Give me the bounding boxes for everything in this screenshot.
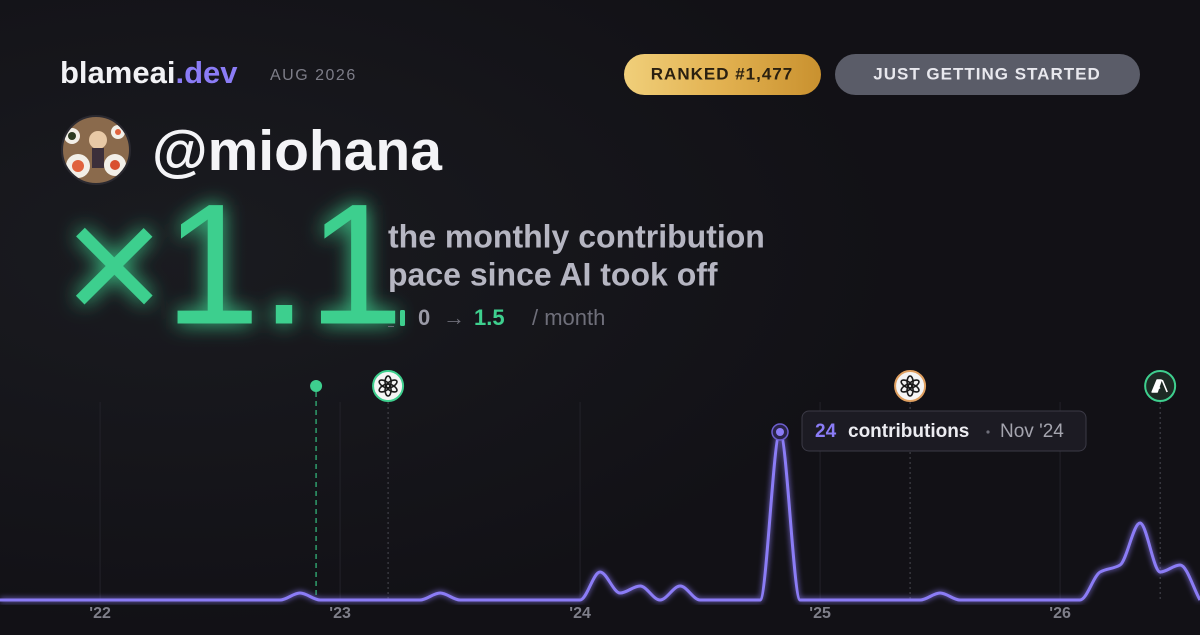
unit: / month — [532, 305, 605, 330]
tooltip-label: contributions — [848, 421, 969, 442]
event-marker — [894, 370, 927, 600]
event-icon-bg — [894, 370, 927, 402]
status-badge-text: JUST GETTING STARTED — [873, 64, 1100, 83]
event-marker — [372, 370, 405, 600]
event-icon-bg — [1144, 370, 1177, 402]
brand-suffix: .dev — [175, 55, 238, 90]
handle: @miohana — [152, 119, 443, 183]
multiplier: ×1.1 — [64, 168, 404, 360]
rank-badge-text: RANKED #1,477 — [651, 64, 793, 83]
event-marker — [1144, 370, 1177, 600]
highlight-point — [776, 428, 784, 436]
x-tick-label: '23 — [329, 605, 351, 622]
brand-name: blameai — [60, 55, 175, 90]
contribution-line — [0, 430, 1200, 602]
avatar-ring — [61, 115, 131, 185]
mini-bars — [400, 310, 405, 326]
after-value: 1.5 — [474, 305, 505, 330]
tooltip-value: 24 — [815, 421, 837, 442]
arrow: → — [443, 305, 465, 330]
description-line: pace since AI took off — [388, 256, 718, 292]
avatar — [62, 116, 130, 184]
anthropic-logo — [1151, 379, 1168, 393]
event-icon-bg — [372, 370, 405, 402]
before-value: 0 — [418, 305, 430, 330]
x-tick-label: '22 — [89, 605, 111, 622]
tooltip: 24 contributions Nov '24 — [801, 410, 1087, 452]
x-tick-label: '25 — [809, 605, 831, 622]
after-bar — [400, 310, 405, 326]
tooltip-date: Nov '24 — [1000, 421, 1064, 442]
event-marker — [310, 380, 323, 600]
event-dot — [310, 380, 323, 392]
description-line: the monthly contribution — [388, 218, 765, 254]
chart: '22 '23 '24 '25 '26 — [0, 370, 1200, 622]
status-badge — [835, 54, 1140, 95]
openai-petal — [378, 379, 391, 389]
x-tick-label: '24 — [569, 605, 591, 622]
rank-badge — [624, 54, 821, 95]
tooltip-box — [801, 410, 1087, 452]
separator — [986, 430, 990, 434]
brand: blameai.dev — [60, 55, 238, 90]
openai-petal — [900, 379, 913, 389]
date: AUG 2026 — [270, 67, 357, 84]
x-tick-label: '26 — [1049, 605, 1071, 622]
